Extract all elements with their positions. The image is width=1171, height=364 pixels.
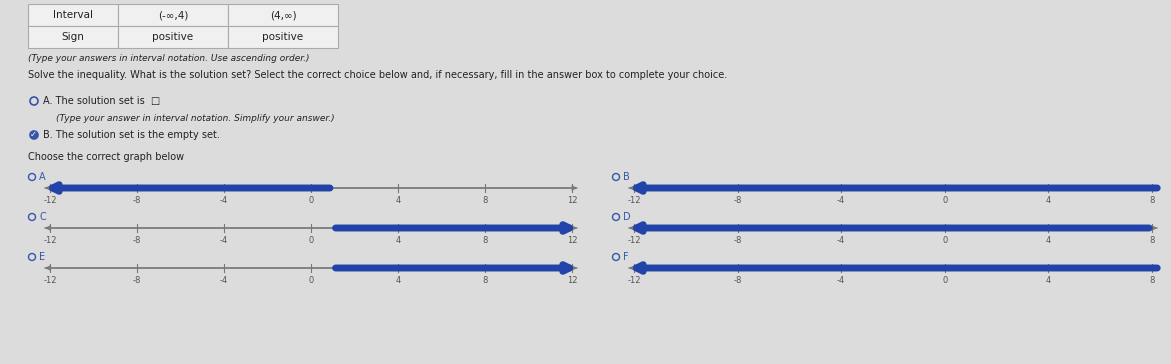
Text: Interval: Interval bbox=[53, 10, 93, 20]
Bar bbox=[28, 26, 118, 48]
Text: A. The solution set is  □: A. The solution set is □ bbox=[43, 96, 160, 106]
Text: Solve the inequality. What is the solution set? Select the correct choice below : Solve the inequality. What is the soluti… bbox=[28, 70, 727, 80]
Text: 0: 0 bbox=[943, 236, 947, 245]
Text: -4: -4 bbox=[837, 276, 845, 285]
Text: F: F bbox=[623, 252, 629, 262]
Text: -12: -12 bbox=[43, 236, 56, 245]
Bar bbox=[118, 26, 228, 48]
Bar bbox=[228, 4, 338, 26]
Text: 4: 4 bbox=[1046, 236, 1052, 245]
Bar bbox=[118, 4, 228, 26]
Text: E: E bbox=[39, 252, 46, 262]
Text: -8: -8 bbox=[733, 276, 741, 285]
Text: -12: -12 bbox=[628, 236, 641, 245]
Text: -12: -12 bbox=[628, 276, 641, 285]
Text: 4: 4 bbox=[1046, 196, 1052, 205]
Text: (-∞,4): (-∞,4) bbox=[158, 10, 189, 20]
Text: C: C bbox=[39, 212, 46, 222]
Text: D: D bbox=[623, 212, 631, 222]
Text: -4: -4 bbox=[220, 196, 228, 205]
Text: -8: -8 bbox=[132, 276, 142, 285]
Text: Sign: Sign bbox=[62, 32, 84, 42]
Text: -4: -4 bbox=[837, 236, 845, 245]
Text: 0: 0 bbox=[308, 196, 314, 205]
Text: -12: -12 bbox=[43, 276, 56, 285]
Text: -12: -12 bbox=[628, 196, 641, 205]
Text: 4: 4 bbox=[1046, 276, 1052, 285]
Text: (Type your answers in interval notation. Use ascending order.): (Type your answers in interval notation.… bbox=[28, 54, 309, 63]
Text: positive: positive bbox=[152, 32, 193, 42]
Text: 0: 0 bbox=[943, 196, 947, 205]
Text: 8: 8 bbox=[1149, 196, 1155, 205]
Bar bbox=[228, 26, 338, 48]
Text: -8: -8 bbox=[132, 236, 142, 245]
Text: -4: -4 bbox=[220, 236, 228, 245]
Circle shape bbox=[30, 131, 37, 139]
Text: -8: -8 bbox=[733, 236, 741, 245]
Text: -8: -8 bbox=[733, 196, 741, 205]
Text: 12: 12 bbox=[567, 236, 577, 245]
Text: 0: 0 bbox=[943, 276, 947, 285]
Text: -4: -4 bbox=[220, 276, 228, 285]
Text: B: B bbox=[623, 172, 630, 182]
Text: 8: 8 bbox=[1149, 236, 1155, 245]
Text: -12: -12 bbox=[43, 196, 56, 205]
Bar bbox=[28, 4, 118, 26]
Text: 8: 8 bbox=[482, 276, 487, 285]
Text: positive: positive bbox=[262, 32, 303, 42]
Text: 8: 8 bbox=[482, 236, 487, 245]
Text: 4: 4 bbox=[396, 276, 400, 285]
Text: (Type your answer in interval notation. Simplify your answer.): (Type your answer in interval notation. … bbox=[56, 114, 335, 123]
Text: 0: 0 bbox=[308, 236, 314, 245]
Text: 0: 0 bbox=[308, 276, 314, 285]
Text: B. The solution set is the empty set.: B. The solution set is the empty set. bbox=[43, 130, 220, 140]
Text: A: A bbox=[39, 172, 46, 182]
Text: 12: 12 bbox=[567, 196, 577, 205]
Text: 12: 12 bbox=[567, 276, 577, 285]
Text: (4,∞): (4,∞) bbox=[269, 10, 296, 20]
Text: Choose the correct graph below: Choose the correct graph below bbox=[28, 152, 184, 162]
Text: -8: -8 bbox=[132, 196, 142, 205]
Text: ✓: ✓ bbox=[30, 130, 37, 138]
Text: 4: 4 bbox=[396, 236, 400, 245]
Text: 4: 4 bbox=[396, 196, 400, 205]
Text: 8: 8 bbox=[482, 196, 487, 205]
Text: -4: -4 bbox=[837, 196, 845, 205]
Text: 8: 8 bbox=[1149, 276, 1155, 285]
